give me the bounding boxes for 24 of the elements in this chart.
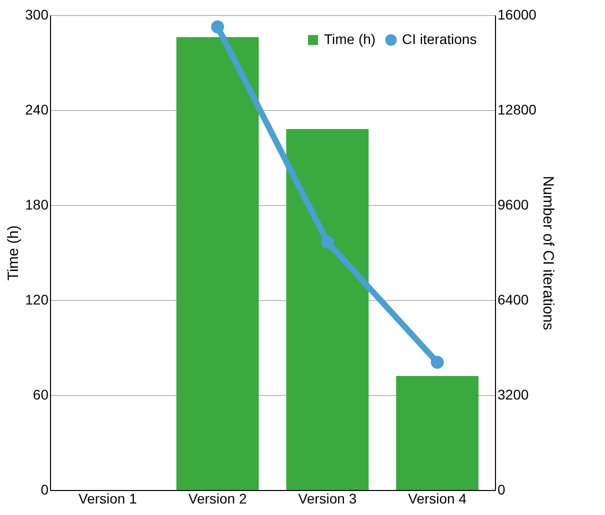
y-tick-label: 300 bbox=[25, 6, 49, 22]
y2-tick-label: 6400 bbox=[498, 292, 529, 308]
y2-axis-title: Number of CI iterations bbox=[539, 176, 556, 330]
legend-label: Time (h) bbox=[324, 31, 376, 47]
y2-tick-label: 16000 bbox=[498, 6, 537, 22]
y-tick-label: 120 bbox=[25, 292, 49, 308]
legend-label: CI iterations bbox=[402, 31, 477, 47]
point bbox=[430, 356, 444, 369]
y2-tick-label: 12800 bbox=[498, 102, 537, 118]
y-tick-label: 0 bbox=[40, 482, 49, 498]
bar bbox=[396, 376, 479, 490]
y2-tick-label: 0 bbox=[498, 482, 506, 498]
y-axis-title: Time (h) bbox=[5, 225, 22, 281]
x-tick-label: Version 1 bbox=[78, 490, 138, 506]
x-tick-label: Version 2 bbox=[188, 490, 247, 506]
x-tick-label: Version 3 bbox=[298, 490, 357, 506]
y-tick-label: 240 bbox=[25, 102, 49, 118]
x-tick-label: Version 4 bbox=[408, 490, 467, 506]
y2-tick-label: 3200 bbox=[498, 386, 529, 402]
point bbox=[320, 236, 334, 249]
y-tick-label: 180 bbox=[25, 196, 49, 212]
point bbox=[211, 20, 224, 34]
y2-tick-label: 9600 bbox=[498, 196, 529, 212]
y-tick-label: 60 bbox=[32, 386, 49, 402]
